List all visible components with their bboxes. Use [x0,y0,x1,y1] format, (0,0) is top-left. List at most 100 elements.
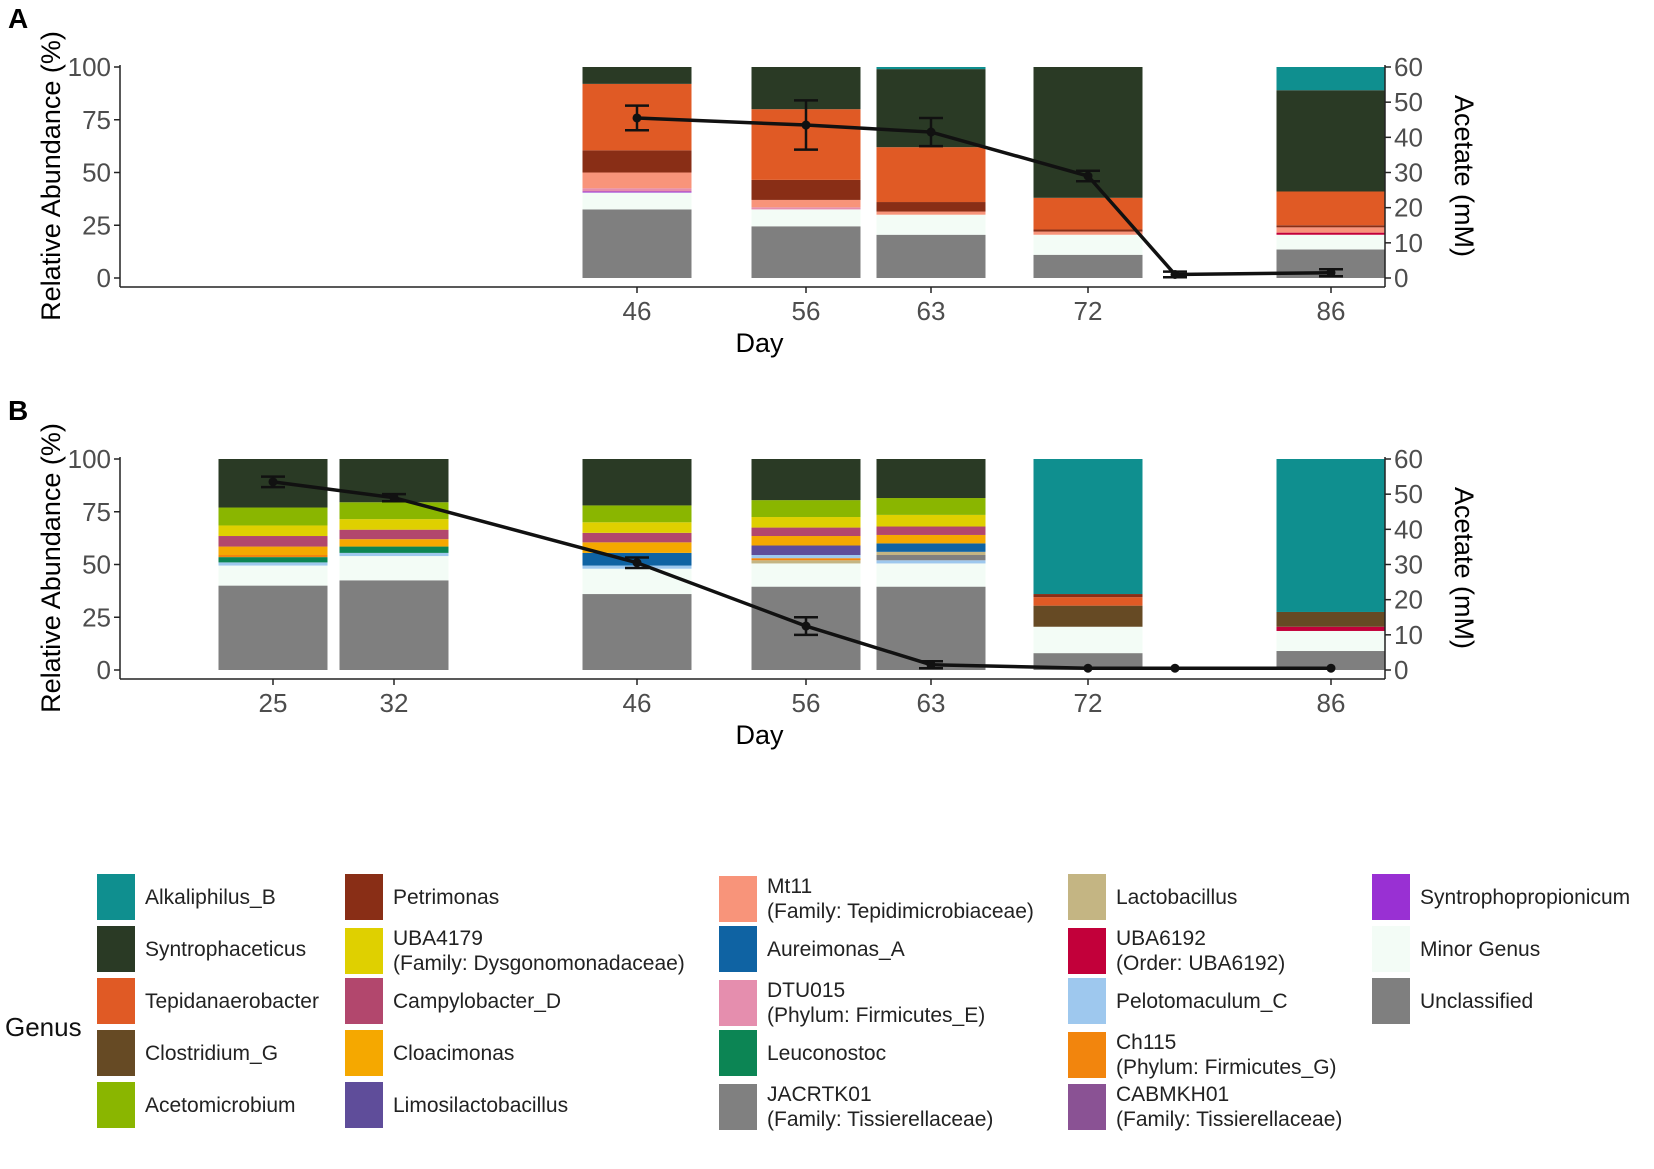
x-tick-label: 72 [1074,296,1103,326]
bar-segment-cloacimonas [751,536,861,546]
bar-segment-mt11-family-tepidimicrobiaceae [876,211,986,215]
legend-item-uba4179: UBA4179 (Family: Dysgonomonadaceae) [345,926,685,976]
legend-label: JACRTK01 (Family: Tissierellaceae) [767,1082,993,1132]
bar-segment-pelotomaculum-c [218,562,328,566]
bar-segment-aureimonas-a [876,543,986,552]
y2-tick-label: 60 [1394,52,1423,82]
y-tick-label: 50 [82,550,111,580]
y2-tick-label: 10 [1394,228,1423,258]
legend-swatch [719,980,757,1026]
bar-segment-petrimonas [751,179,861,200]
legend-swatch [97,1082,135,1128]
y2-tick-label: 20 [1394,193,1423,223]
legend-label-sub: (Phylum: Firmicutes_E) [767,1004,986,1027]
legend-item-mt11: Mt11 (Family: Tepidimicrobiaceae) [719,874,1034,924]
legend-item-campylobacter-d: Campylobacter_D [345,978,561,1024]
bar-segment-lactobacillus [876,551,986,556]
acetate-point [1326,268,1336,278]
bar-segment-campylobacter-d [751,527,861,537]
acetate-point [801,120,811,130]
legend-label: Tepidanaerobacter [145,989,319,1014]
legend-label-name: Alkaliphilus_B [145,885,276,909]
bar-day-56 [751,459,861,670]
legend-swatch [1068,874,1106,920]
legend-label: Clostridium_G [145,1041,278,1066]
legend-item-petrimonas: Petrimonas [345,874,499,920]
legend-swatch [1068,1032,1106,1078]
legend-label: Ch115 (Phylum: Firmicutes_G) [1116,1030,1337,1080]
bar-segment-tepidanaerobacter [1033,597,1143,606]
legend-item-pelotomaculum-c: Pelotomaculum_C [1068,978,1288,1024]
y-axis-title: Relative Abundance (%) [36,31,66,321]
bar-segment-unclassified [582,594,692,670]
y2-axis-title: Acetate (mM) [1449,487,1479,649]
y2-tick-label: 50 [1394,479,1423,509]
bar-segment-cloacimonas [582,542,692,553]
legend-swatch [97,926,135,972]
bar-segment-ch115-phylum-firmicutes-g [218,555,328,558]
x-tick-label: 72 [1074,688,1103,718]
y2-tick-label: 60 [1394,444,1423,474]
bar-segment-unclassified [582,209,692,278]
bar-day-25 [218,459,328,670]
acetate-point [926,660,936,670]
bar-segment-minor-genus [218,565,328,586]
bar-segment-minor-genus [1033,626,1143,654]
bar-segment-pelotomaculum-c [876,560,986,564]
legend-title: Genus [5,1012,82,1042]
y2-tick-label: 30 [1394,550,1423,580]
x-tick-label: 56 [792,688,821,718]
legend-label-sub: (Phylum: Firmicutes_G) [1116,1056,1337,1079]
bar-segment-uba4179-family-dysgonomonadaceae [876,514,986,527]
legend-swatch [345,1030,383,1076]
legend-label-name: Syntrophaceticus [145,937,307,961]
legend-swatch [719,1030,757,1076]
legend-label-name: Tepidanaerobacter [145,989,319,1013]
legend-label-name: Syntrophopropionicum [1420,885,1631,909]
legend-swatch [345,928,383,974]
y-tick-label: 0 [97,655,111,685]
legend-item-syntrophopropionicum: Syntrophopropionicum [1372,874,1630,920]
legend-label-name: CABMKH01 [1116,1083,1230,1106]
bar-segment-uba6192-order-uba6192 [1276,232,1386,235]
legend-label: UBA4179 (Family: Dysgonomonadaceae) [393,926,685,976]
y-tick-label: 75 [82,497,111,527]
acetate-line [636,116,1332,277]
bar-segment-syntrophopropionicum [582,191,692,193]
bar-segment-unclassified [876,234,986,278]
bar-day-63 [876,67,986,278]
legend-item-leuconostoc: Leuconostoc [719,1030,886,1076]
legend-label: Limosilactobacillus [393,1093,568,1118]
legend-item-acetomicrobium: Acetomicrobium [97,1082,296,1128]
bar-segment-dtu015-phylum-firmicutes-e [582,188,692,192]
bar-segment-acetomicrobium [218,507,328,526]
acetate-point [1170,663,1180,673]
acetate-point [1083,663,1093,673]
legend-item-tepidanaerobacter: Tepidanaerobacter [97,978,319,1024]
panel-label: B [8,395,28,426]
y2-tick-label: 10 [1394,620,1423,650]
bar-segment-uba6192-order-uba6192 [1276,626,1386,631]
legend-item-cabmkh01: CABMKH01 (Family: Tissierellaceae) [1068,1082,1342,1132]
legend-label: UBA6192 (Order: UBA6192) [1116,926,1285,976]
legend-swatch [97,978,135,1024]
y2-tick-label: 20 [1394,585,1423,615]
bar-segment-unclassified [1276,651,1386,670]
acetate-point [632,113,642,123]
legend-label-sub: (Order: UBA6192) [1116,952,1286,975]
legend-swatch [97,874,135,920]
legend-label: Syntrophopropionicum [1420,885,1630,910]
panel-a: A 0 25 50 75 100 0 10 20 30 40 50 60 46 56 63 72 86 Day Rel… [8,3,1479,358]
legend-label-name: Aureimonas_A [767,937,905,961]
bar-segment-tepidanaerobacter [1033,197,1143,230]
x-tick-label: 46 [623,688,652,718]
acetate-point [632,558,642,568]
legend-item-ch115: Ch115 (Phylum: Firmicutes_G) [1068,1030,1337,1080]
bar-segment-campylobacter-d [582,532,692,543]
bar-segment-alkaliphilus-b [1276,67,1386,91]
acetate-point [389,493,399,503]
bar-segment-cloacimonas [876,534,986,544]
bar-segment-minor-genus [876,214,986,235]
x-axis-title: Day [735,328,784,358]
legend-label: Unclassified [1420,989,1533,1014]
